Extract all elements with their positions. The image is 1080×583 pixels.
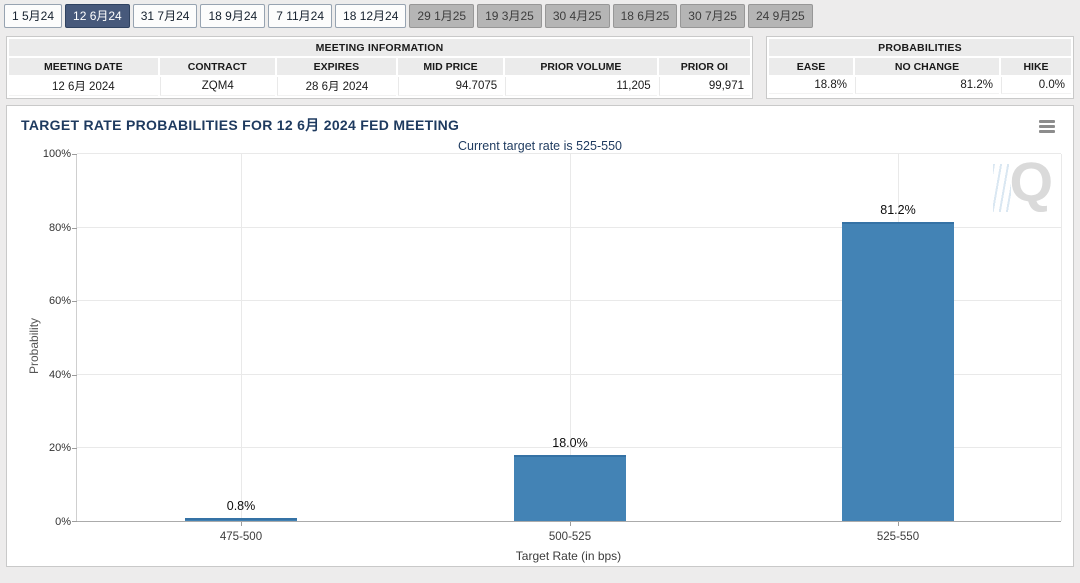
meeting-information-table: MEETING INFORMATION MEETING DATE CONTRAC… xyxy=(7,37,752,98)
col-contract: CONTRACT xyxy=(159,58,275,75)
h-gridline-20% xyxy=(77,447,1061,449)
meeting-tab-2[interactable]: 12 6月24 xyxy=(65,4,130,28)
col-prior-oi: PRIOR OI xyxy=(658,58,750,75)
value-hike: 0.0% xyxy=(1001,77,1071,94)
col-ease: EASE xyxy=(769,58,853,75)
value-contract: ZQM4 xyxy=(159,77,275,96)
x-tick-label-525-550: 525-550 xyxy=(876,531,920,543)
value-expires: 28 6月 2024 xyxy=(276,77,396,96)
x-tick-475-500 xyxy=(241,522,242,526)
col-expires: EXPIRES xyxy=(276,58,396,75)
meeting-tab-bar: 1 5月24 12 6月24 31 7月24 18 9月24 7 11月24 18 12月… xyxy=(0,0,1080,28)
y-tick-0% xyxy=(72,521,77,522)
bar-value-label-500-525: 18.0% xyxy=(552,436,588,450)
col-hike: HIKE xyxy=(1001,58,1071,75)
x-tick-label-500-525: 500-525 xyxy=(548,531,592,543)
v-gridline-500-525 xyxy=(570,154,571,521)
meeting-information-title: MEETING INFORMATION xyxy=(9,39,750,56)
x-axis-title: Target Rate (in bps) xyxy=(515,549,622,563)
meeting-tab-7[interactable]: 29 1月25 xyxy=(409,4,475,28)
meeting-tab-1[interactable]: 1 5月24 xyxy=(4,4,63,28)
y-tick-label-60%: 60% xyxy=(48,295,71,308)
h-gridline-60% xyxy=(77,300,1061,302)
col-prior-volume: PRIOR VOLUME xyxy=(505,58,657,75)
chart-menu-icon[interactable] xyxy=(1039,120,1055,135)
value-meeting-date: 12 6月 2024 xyxy=(9,77,158,96)
value-prior-volume: 11,205 xyxy=(505,77,657,96)
meeting-tab-12[interactable]: 24 9月25 xyxy=(748,4,813,28)
quikstrike-watermark-rays xyxy=(993,164,1011,212)
col-meeting-date: MEETING DATE xyxy=(9,58,158,75)
meeting-tab-4[interactable]: 18 9月24 xyxy=(200,4,266,28)
plot-area: 0% 20% 40% 60% 80% 100% 0.8% 475-500 18.0% 500-52… xyxy=(43,148,1062,543)
x-tick-500-525 xyxy=(570,522,571,526)
x-tick-label-475-500: 475-500 xyxy=(219,531,263,543)
chart-title: TARGET RATE PROBABILITIES FOR 12 6月 2024… xyxy=(21,117,460,133)
meeting-tab-8[interactable]: 19 3月25 xyxy=(477,4,542,28)
info-panels: MEETING INFORMATION MEETING DATE CONTRAC… xyxy=(6,36,1074,99)
h-gridline-100% xyxy=(77,153,1061,154)
v-gridline-right-edge xyxy=(1061,154,1062,521)
y-tick-40% xyxy=(72,374,77,376)
y-tick-80% xyxy=(72,227,77,229)
y-tick-label-20%: 20% xyxy=(48,442,71,455)
y-tick-label-0%: 0% xyxy=(55,516,71,528)
value-mid-price: 94.7075 xyxy=(397,77,504,96)
bar-value-label-525-550: 81.2% xyxy=(880,203,916,217)
bar-475-500[interactable] xyxy=(185,518,297,521)
probabilities-title: PROBABILITIES xyxy=(769,39,1071,56)
col-no-change: NO CHANGE xyxy=(855,58,999,75)
probabilities-panel: PROBABILITIES EASE NO CHANGE HIKE 18.8% … xyxy=(766,36,1074,99)
bar-value-label-475-500: 0.8% xyxy=(226,499,256,513)
value-prior-oi: 99,971 xyxy=(658,77,750,96)
h-gridline-40% xyxy=(77,373,1061,375)
target-rate-chart-panel: TARGET RATE PROBABILITIES FOR 12 6月 2024… xyxy=(6,105,1074,567)
probabilities-table: PROBABILITIES EASE NO CHANGE HIKE 18.8% … xyxy=(767,37,1073,96)
meeting-tab-5[interactable]: 7 11月24 xyxy=(268,4,333,28)
y-tick-20% xyxy=(72,448,77,450)
meeting-information-panel: MEETING INFORMATION MEETING DATE CONTRAC… xyxy=(6,36,753,99)
v-gridline-475-500 xyxy=(241,154,242,521)
x-tick-525-550 xyxy=(898,522,899,526)
y-tick-100% xyxy=(72,154,77,155)
bar-500-525[interactable] xyxy=(514,455,626,521)
y-tick-label-100%: 100% xyxy=(42,148,71,160)
bar-525-550[interactable] xyxy=(842,222,954,521)
value-ease: 18.8% xyxy=(769,77,853,94)
meeting-tab-10[interactable]: 18 6月25 xyxy=(612,4,678,28)
y-axis-title: Probability xyxy=(27,317,41,374)
y-tick-label-80%: 80% xyxy=(48,221,71,234)
meeting-tab-6[interactable]: 18 12月24 xyxy=(335,4,407,28)
col-mid-price: MID PRICE xyxy=(397,58,504,75)
y-tick-label-40%: 40% xyxy=(48,368,71,381)
value-no-change: 81.2% xyxy=(855,77,999,94)
meeting-tab-11[interactable]: 30 7月25 xyxy=(680,4,745,28)
quikstrike-watermark: Q xyxy=(1009,150,1053,213)
meeting-tab-9[interactable]: 30 4月25 xyxy=(544,4,610,28)
y-tick-60% xyxy=(72,301,77,303)
chart-subtitle: Current target rate is 525-550 xyxy=(458,139,622,153)
meeting-tab-3[interactable]: 31 7月24 xyxy=(132,4,198,28)
h-gridline-80% xyxy=(77,226,1061,228)
